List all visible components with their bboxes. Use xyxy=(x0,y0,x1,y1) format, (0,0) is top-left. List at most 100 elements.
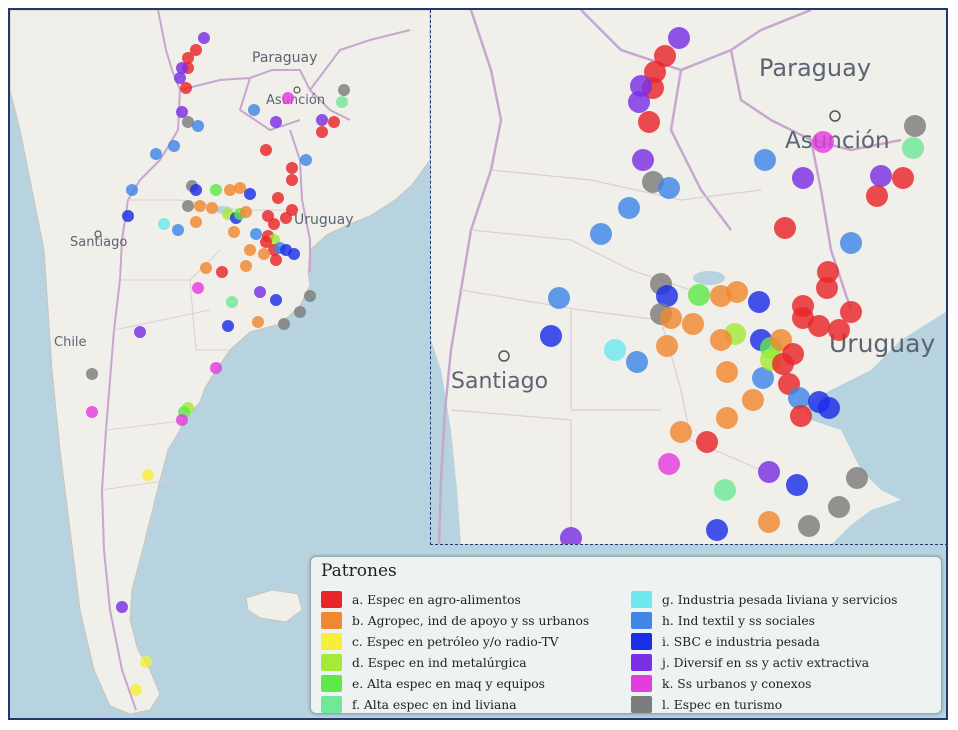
inset-label-santiago: Santiago xyxy=(451,369,548,394)
inset-point-l xyxy=(798,515,820,537)
main-point-e xyxy=(210,184,222,196)
main-point-h xyxy=(150,148,162,160)
legend-swatch-d xyxy=(321,654,342,671)
main-point-a xyxy=(286,204,298,216)
main-point-i xyxy=(288,248,300,260)
legend-item-b: b. Agropec, ind de apoyo y ss urbanos xyxy=(321,610,589,631)
inset-point-j xyxy=(628,91,650,113)
main-point-c xyxy=(130,684,142,696)
inset-point-i xyxy=(540,325,562,347)
main-point-b xyxy=(240,260,252,272)
main-point-b xyxy=(240,206,252,218)
main-point-j xyxy=(176,106,188,118)
main-point-l xyxy=(182,116,194,128)
inset-point-b xyxy=(726,281,748,303)
main-point-b xyxy=(200,262,212,274)
label-paraguay: Paraguay xyxy=(252,50,317,66)
main-point-b xyxy=(258,248,270,260)
inset-point-a xyxy=(817,261,839,283)
main-point-k xyxy=(86,406,98,418)
asuncion-marker-icon xyxy=(293,86,301,94)
main-point-b xyxy=(252,316,264,328)
country-borders xyxy=(100,10,411,711)
main-point-l xyxy=(338,84,350,96)
legend-title: Patrones xyxy=(321,561,397,581)
main-map-points xyxy=(86,32,350,696)
legend-label-f: f. Alta espec en ind liviana xyxy=(352,697,517,712)
main-point-h xyxy=(192,120,204,132)
main-point-j xyxy=(174,72,186,84)
inset-point-h xyxy=(626,351,648,373)
legend-item-l: l. Espec en turismo xyxy=(631,694,897,715)
inset-point-b xyxy=(716,407,738,429)
inset-point-a xyxy=(638,111,660,133)
santiago-marker-icon xyxy=(94,230,102,238)
inset-point-j xyxy=(792,167,814,189)
legend-item-h: h. Ind textil y ss sociales xyxy=(631,610,897,631)
main-point-l xyxy=(278,318,290,330)
legend-column-left: a. Espec en agro-alimentos b. Agropec, in… xyxy=(321,589,589,715)
legend-item-i: i. SBC e industria pesada xyxy=(631,631,897,652)
main-point-h xyxy=(250,228,262,240)
inset-map-svg: Paraguay Asunción Uruguay Santiago xyxy=(431,10,946,544)
inset-label-asuncion: Asunción xyxy=(785,128,890,154)
main-point-h xyxy=(172,224,184,236)
falkland-islands xyxy=(245,589,303,623)
label-uruguay: Uruguay xyxy=(294,212,354,228)
main-point-a xyxy=(286,174,298,186)
inset-santiago-marker-icon xyxy=(498,350,510,362)
main-point-i xyxy=(270,294,282,306)
main-point-a xyxy=(268,218,280,230)
main-point-h xyxy=(126,184,138,196)
main-point-i xyxy=(244,188,256,200)
inset-lake xyxy=(693,271,725,285)
legend-swatch-b xyxy=(321,612,342,629)
inset-point-b xyxy=(710,329,732,351)
legend-item-e: e. Alta espec en maq y equipos xyxy=(321,673,589,694)
main-point-a xyxy=(260,144,272,156)
inset-country-borders xyxy=(437,10,902,544)
inset-map-points xyxy=(540,27,926,544)
legend-label-a: a. Espec en agro-alimentos xyxy=(352,592,521,607)
main-point-i xyxy=(222,320,234,332)
main-point-a xyxy=(190,44,202,56)
main-point-g xyxy=(158,218,170,230)
main-point-j xyxy=(134,326,146,338)
main-point-b xyxy=(206,202,218,214)
inset-point-i xyxy=(706,519,728,541)
map-figure: Paraguay Asunción Uruguay Santiago Chile xyxy=(8,8,948,720)
legend-item-j: j. Diversif en ss y activ extractiva xyxy=(631,652,897,673)
main-point-k xyxy=(210,362,222,374)
main-point-k xyxy=(192,282,204,294)
label-chile: Chile xyxy=(54,335,87,350)
main-point-h xyxy=(300,154,312,166)
legend: Patrones a. Espec en agro-alimentos b. Ag… xyxy=(310,556,942,714)
inset-point-h xyxy=(840,232,862,254)
inset-point-j xyxy=(870,165,892,187)
inset-point-h xyxy=(752,367,774,389)
legend-label-d: d. Espec en ind metalúrgica xyxy=(352,655,527,670)
inset-asuncion-marker-icon xyxy=(829,110,841,122)
inset-point-i xyxy=(786,474,808,496)
main-point-a xyxy=(182,52,194,64)
legend-column-right: g. Industria pesada liviana y servicios h… xyxy=(631,589,897,715)
legend-swatch-f xyxy=(321,696,342,713)
main-point-a xyxy=(328,116,340,128)
main-point-j xyxy=(116,601,128,613)
main-point-i xyxy=(122,210,134,222)
main-point-f xyxy=(226,296,238,308)
inset-point-k xyxy=(658,453,680,475)
inset-point-a xyxy=(644,61,666,83)
inset-point-b xyxy=(758,511,780,533)
inset-point-a xyxy=(696,431,718,453)
main-point-j xyxy=(198,32,210,44)
inset-point-h xyxy=(548,287,570,309)
inset-point-h xyxy=(658,177,680,199)
inset-point-j xyxy=(632,149,654,171)
legend-swatch-g xyxy=(631,591,652,608)
inset-point-j xyxy=(758,461,780,483)
legend-item-c: c. Espec en petróleo y/o radio-TV xyxy=(321,631,589,652)
inset-point-j xyxy=(668,27,690,49)
main-point-a xyxy=(260,236,272,248)
inset-point-k xyxy=(812,131,834,153)
